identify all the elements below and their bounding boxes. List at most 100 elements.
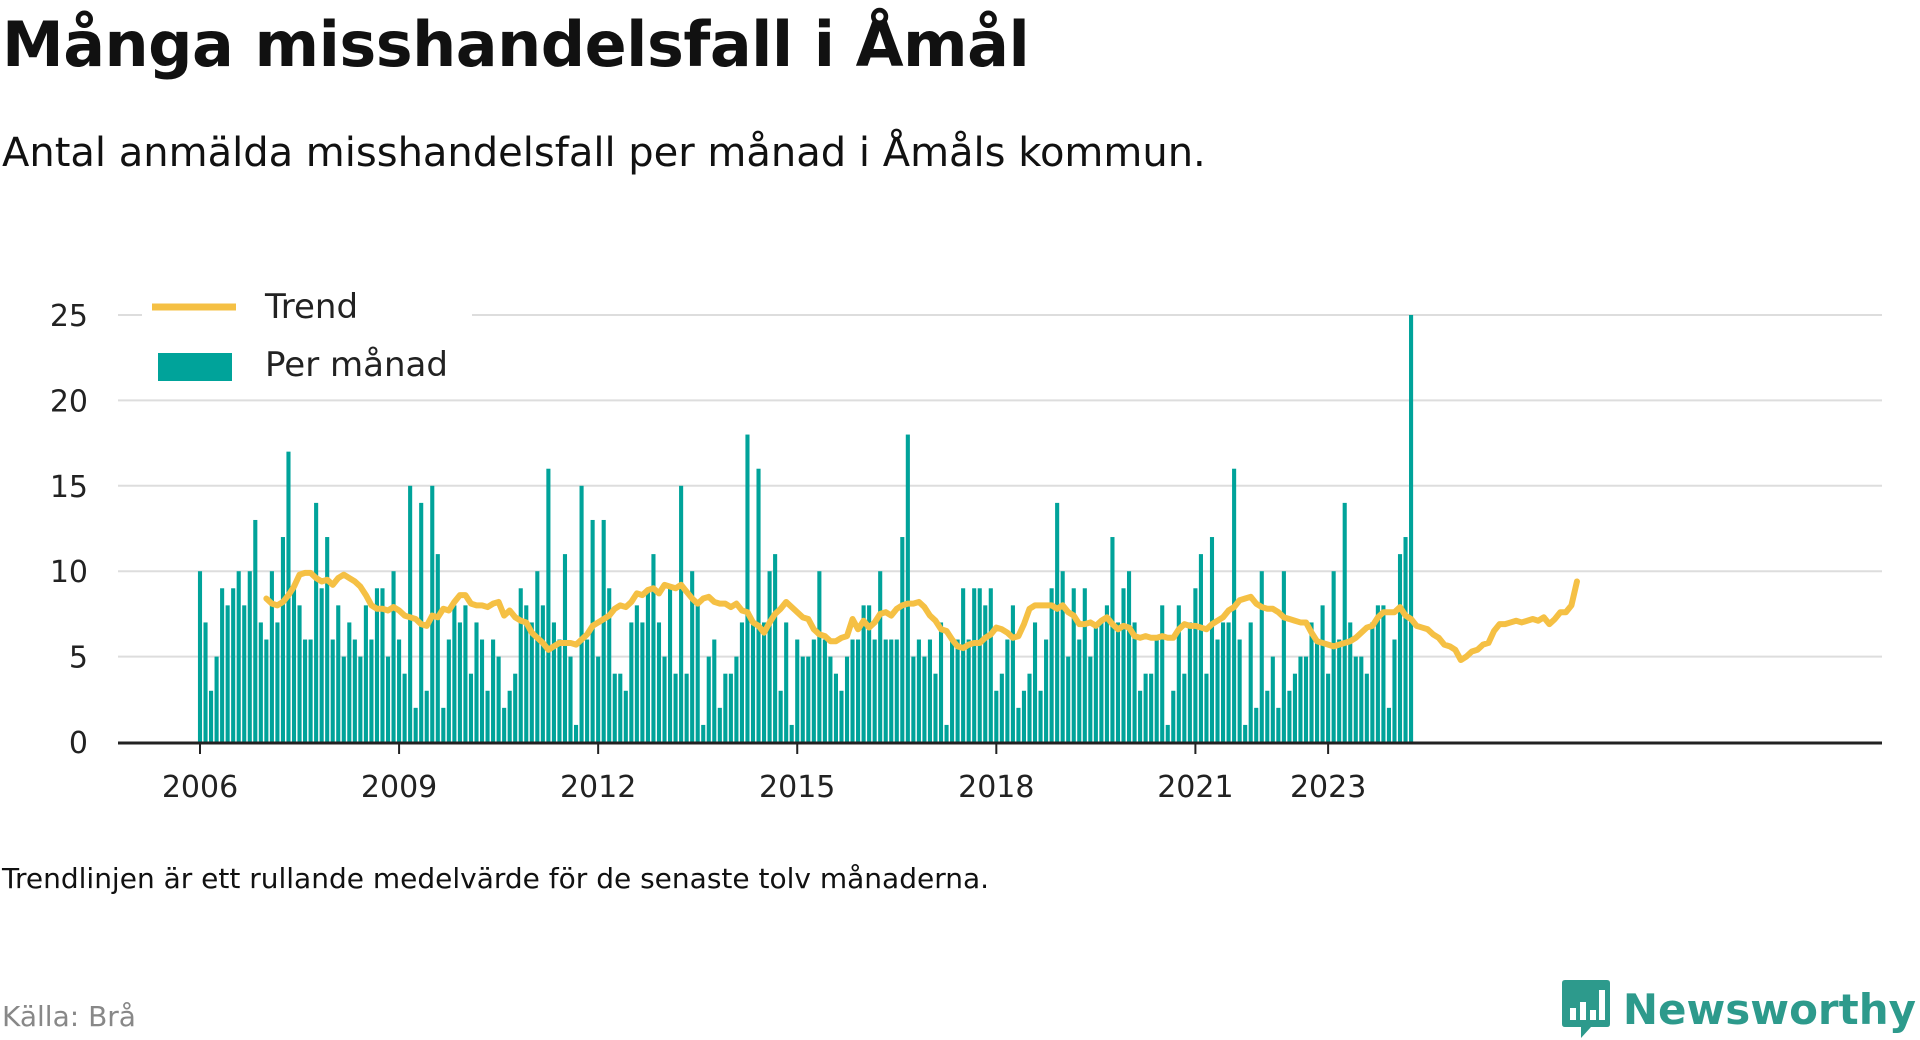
bar [231,588,236,742]
bar [972,588,977,742]
bar [236,571,241,742]
bar [844,656,850,742]
bar [629,622,634,742]
bar [1320,605,1325,742]
bar [1326,673,1331,742]
bar [1005,639,1010,742]
bar [950,639,955,742]
bar [1160,605,1165,742]
bar-series [197,315,1414,742]
source-label: Källa: Brå [2,1000,136,1033]
bar [242,605,247,742]
bar [822,639,827,742]
bar [684,673,689,742]
bar [1287,690,1292,742]
bar [679,485,684,742]
y-axis: 0 5 10 15 20 25 [50,299,88,761]
x-tick-label: 2009 [361,770,437,805]
bar [762,622,767,742]
bar [1198,554,1203,742]
bar [1359,656,1364,742]
bar [568,656,573,742]
bar [784,622,789,742]
bar [291,588,297,742]
bar [878,571,883,742]
bar [479,639,485,742]
bar [1044,639,1049,742]
bar [468,673,474,742]
bar [850,639,855,742]
bar [1193,588,1198,742]
bar [734,656,739,742]
bar [1397,554,1403,742]
bar [933,673,938,742]
bar [1176,605,1181,742]
bar [579,485,584,742]
bar [1276,707,1281,742]
bar [247,571,252,742]
bar [795,639,800,742]
bar [717,707,722,742]
y-tick-label: 25 [50,299,88,334]
bar [1121,588,1126,742]
bar [778,690,783,742]
bar [380,588,385,742]
bar [817,571,822,742]
bar [585,639,590,742]
bar [1331,571,1336,742]
bar [280,537,285,742]
bar [1060,571,1065,742]
bar [750,622,756,742]
bar [1342,502,1347,742]
bar [1215,639,1220,742]
y-tick-label: 0 [69,726,88,761]
bar [1265,690,1270,742]
x-axis: 2006 2009 2012 2015 2018 2021 2023 [118,741,1882,805]
bar [220,588,225,742]
bar [413,707,418,742]
bar [955,639,960,742]
bar [457,622,462,742]
y-tick-label: 20 [50,384,88,419]
bar [883,639,888,742]
bar [1165,724,1170,742]
bar [1259,571,1264,742]
bar [894,639,899,742]
chart-svg: 2006 2009 2012 2015 2018 2021 2023 0510152025 … [50,280,1882,805]
bar [1138,690,1143,742]
bar [540,605,545,742]
bar [275,622,280,742]
bar [1248,622,1253,742]
legend-bars-label: Per månad [265,345,448,385]
bar [856,639,861,742]
bar [994,690,999,742]
bar [861,605,866,742]
bar [1353,656,1358,742]
bar [397,639,402,742]
bar [673,673,678,742]
bar [491,639,496,742]
bar [656,622,662,742]
chart-note: Trendlinjen är ett rullande medelvärde f… [2,862,990,895]
bar [424,690,429,742]
bar [330,639,335,742]
bar [1409,315,1414,742]
bar [1281,571,1286,742]
bar [811,639,816,742]
bar [518,588,523,742]
bar [701,724,706,742]
bar [806,656,811,742]
bar [463,605,468,742]
newsworthy-logo: Newsworthy [1561,978,1916,1040]
bar [977,588,982,742]
x-tick-label: 2006 [162,770,238,805]
bar [1309,622,1314,742]
bar [1182,673,1187,742]
bar [961,588,966,742]
bar [1298,656,1303,742]
legend: Trend Per månad [142,280,472,398]
bar [1066,656,1071,742]
bar [833,673,838,742]
bar [662,656,667,742]
bar [402,673,407,742]
